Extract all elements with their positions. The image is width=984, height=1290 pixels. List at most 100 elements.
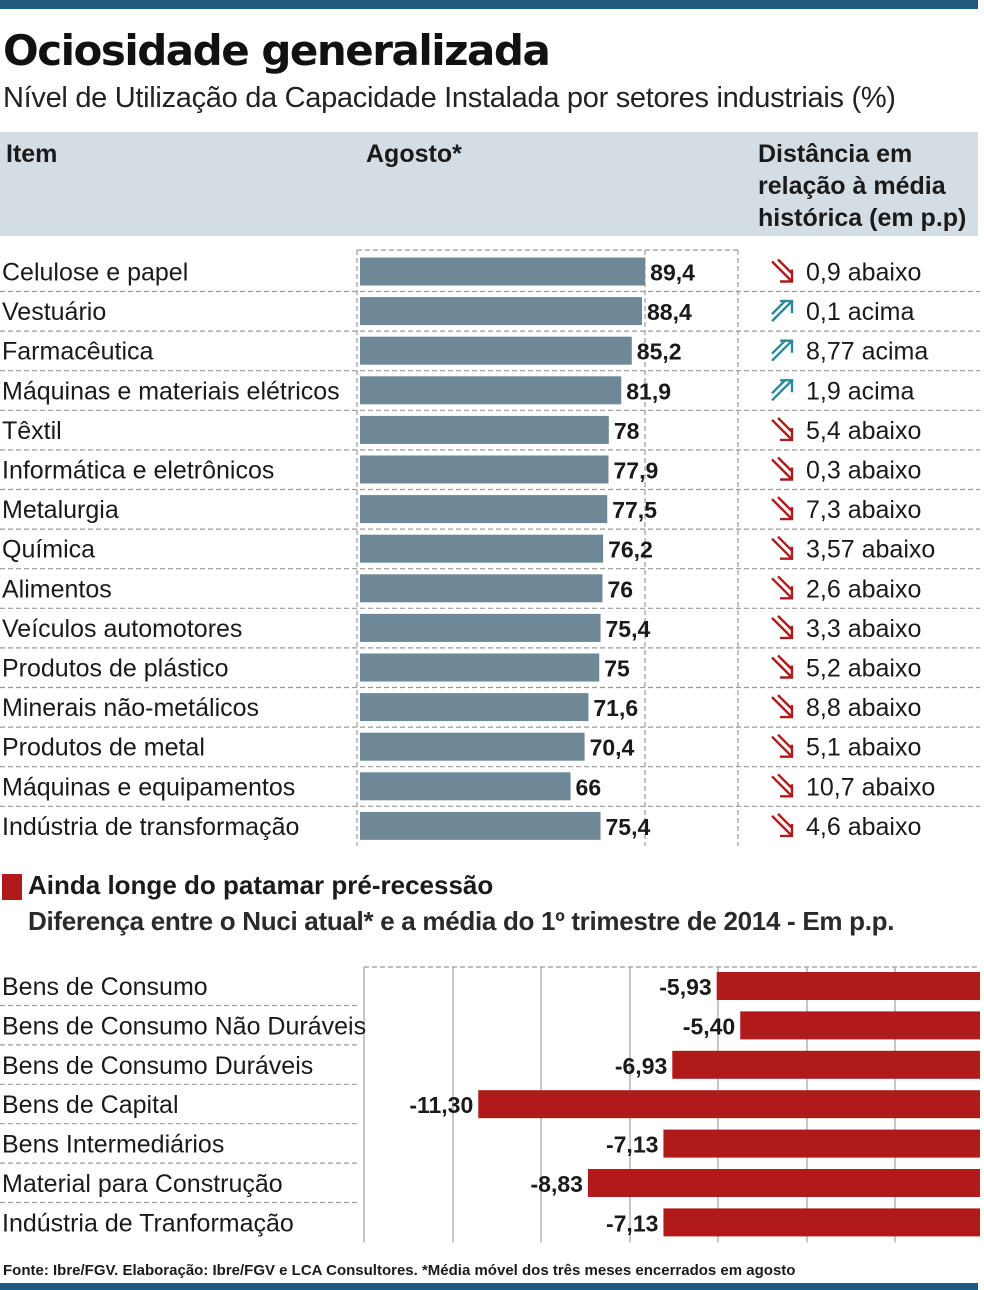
arrow-down-icon (771, 694, 794, 719)
category-label: Bens de Consumo (2, 973, 208, 1001)
category-label: Produtos de metal (2, 734, 205, 762)
header-item: Item (6, 140, 58, 168)
arrow-stroke (771, 575, 794, 600)
category-label: Produtos de plástico (2, 655, 229, 683)
value-label: 78 (614, 418, 640, 444)
distance-label: 0,3 abaixo (806, 457, 921, 485)
chart2-row: Bens Intermediários -7,13 (0, 1129, 980, 1164)
distance-label: 8,8 abaixo (806, 694, 921, 722)
category-label: Química (2, 536, 95, 564)
arrow-down-icon (771, 733, 794, 758)
distance-label: 7,3 abaixo (806, 496, 921, 524)
chart1-row: Informática e eletrônicos 77,9 0,3 abaixo (0, 455, 980, 491)
value-label: 81,9 (626, 378, 671, 404)
arrow-stroke (771, 378, 794, 402)
chart1-row: Farmacêutica 85,2 8,77 acima (0, 336, 980, 372)
section-marker (2, 874, 22, 900)
arrow-down-icon (771, 496, 794, 521)
distance-label: 3,3 abaixo (806, 615, 921, 643)
top-accent-bar (0, 0, 978, 9)
chart1-row: Produtos de metal 70,4 5,1 abaixo (0, 732, 980, 768)
chart2-row: Indústria de Tranformação -7,13 (2, 1208, 980, 1237)
value-label: 76,2 (608, 537, 653, 563)
category-label: Celulose e papel (2, 259, 188, 287)
value-label: -6,93 (615, 1053, 667, 1079)
arrow-stroke (771, 615, 794, 640)
arrow-stroke (771, 258, 794, 283)
value-label: -11,30 (409, 1092, 473, 1118)
distance-label: 0,1 acima (806, 298, 914, 326)
bar (360, 693, 589, 722)
bar (360, 732, 585, 761)
bar (360, 534, 604, 563)
arrow-down-icon (771, 417, 794, 442)
source-note: Fonte: Ibre/FGV. Elaboração: Ibre/FGV e … (3, 1262, 796, 1279)
arrow-stroke (771, 456, 794, 481)
category-label: Vestuário (2, 298, 106, 326)
arrow-stroke (771, 496, 794, 521)
value-label: 75,4 (606, 814, 651, 840)
bar (478, 1090, 980, 1119)
category-label: Indústria de Tranformação (2, 1209, 294, 1237)
category-label: Bens Intermediários (2, 1131, 224, 1159)
bar (360, 415, 609, 444)
chart1-row: Máquinas e materiais elétricos 81,9 1,9 ac… (0, 376, 980, 411)
bar (663, 1208, 980, 1237)
value-label: -8,83 (531, 1171, 583, 1197)
distance-label: 1,9 acima (806, 377, 914, 405)
bar (360, 811, 601, 840)
section2-subtitle: Diferença entre o Nuci atual* e a média … (28, 906, 895, 936)
category-label: Indústria de transformação (2, 813, 299, 841)
bar (360, 495, 608, 524)
chart1-row: Vestuário 88,4 0,1 acima (0, 297, 980, 332)
distance-label: 4,6 abaixo (806, 813, 921, 841)
chart1-row: Química 76,2 3,57 abaixo (0, 534, 980, 570)
category-label: Bens de Consumo Duráveis (2, 1052, 313, 1080)
chart1-row: Têxtil 78 5,4 abaixo (0, 415, 980, 451)
table-header-band (0, 132, 978, 236)
category-label: Farmacêutica (2, 338, 154, 366)
arrow-up-icon (771, 338, 794, 362)
category-label: Têxtil (2, 417, 62, 445)
arrow-down-icon (771, 575, 794, 600)
value-label: 85,2 (637, 339, 682, 365)
category-label: Material para Construção (2, 1170, 283, 1198)
category-label: Máquinas e materiais elétricos (2, 377, 340, 405)
value-label: -5,93 (659, 974, 711, 1000)
category-label: Veículos automotores (2, 615, 242, 643)
distance-label: 3,57 abaixo (806, 536, 935, 564)
category-label: Alimentos (2, 575, 112, 603)
bar (360, 455, 609, 484)
arrow-down-icon (771, 615, 794, 640)
distance-label: 0,9 abaixo (806, 259, 921, 287)
arrow-stroke (771, 535, 794, 560)
arrow-stroke (771, 733, 794, 758)
category-label: Bens de Capital (2, 1091, 179, 1119)
chart1-row: Produtos de plástico 75 5,2 abaixo (0, 653, 980, 689)
distance-label: 8,77 acima (806, 338, 928, 366)
value-label: 71,6 (593, 695, 638, 721)
category-label: Informática e eletrônicos (2, 457, 274, 485)
value-label: -7,13 (606, 1132, 658, 1158)
distance-label: 10,7 abaixo (806, 773, 935, 801)
value-label: 77,9 (614, 458, 659, 484)
arrow-down-icon (771, 773, 794, 798)
chart2-row: Bens de Consumo Duráveis -6,93 (0, 1050, 980, 1085)
chart1-row: Metalurgia 77,5 7,3 abaixo (0, 495, 980, 530)
bar (360, 297, 642, 326)
value-label: 66 (576, 774, 602, 800)
value-label: -5,40 (683, 1013, 735, 1039)
bar (360, 336, 632, 365)
value-label: 76 (607, 576, 633, 602)
value-label: -7,13 (606, 1210, 658, 1236)
chart2-row: Material para Construção -8,83 (0, 1169, 980, 1204)
distance-label: 5,1 abaixo (806, 734, 921, 762)
bar (740, 1011, 980, 1040)
chart-title: Ociosidade generalizada (3, 26, 551, 75)
distance-label: 5,4 abaixo (806, 417, 921, 445)
bar (360, 257, 646, 286)
category-label: Metalurgia (2, 496, 119, 524)
arrow-stroke (771, 417, 794, 442)
category-label: Bens de Consumo Não Duráveis (2, 1012, 366, 1040)
arrow-stroke (771, 773, 794, 798)
